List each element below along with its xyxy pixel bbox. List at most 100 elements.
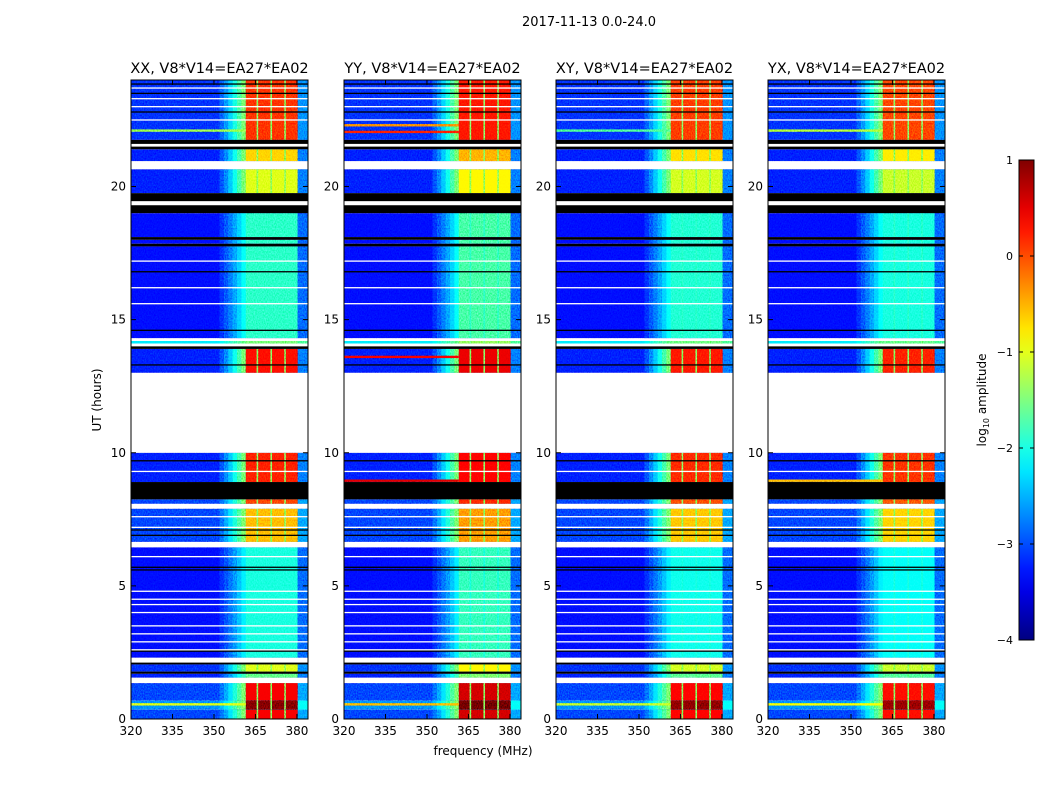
heatmap-cell — [893, 709, 896, 719]
heatmap-cell — [893, 246, 896, 339]
flagged-segment — [131, 346, 308, 349]
colorbar-tick-label: 1 — [1006, 154, 1013, 167]
heatmap-cell — [657, 213, 663, 238]
heatmap-cell — [232, 149, 238, 162]
heatmap-cell — [860, 547, 866, 658]
heatmap-cell — [510, 547, 521, 658]
heatmap-cell — [454, 673, 460, 678]
heatmap-cell — [497, 246, 499, 339]
heatmap-cell — [878, 664, 884, 672]
heatmap-cell — [662, 348, 667, 373]
heatmap-cell — [445, 508, 451, 542]
heatmap-cell — [256, 239, 259, 244]
heatmap-cell — [874, 508, 879, 542]
heatmap-cell — [497, 709, 499, 719]
heatmap-cell — [497, 673, 499, 678]
heatmap-cell — [865, 169, 871, 194]
heatmap-cell — [695, 169, 698, 194]
flagged-line — [131, 650, 308, 652]
heatmap-cell — [921, 700, 923, 710]
heatmap-cell — [441, 169, 447, 194]
heatmap-flags — [768, 83, 945, 684]
heatmap-cell — [874, 452, 879, 483]
heatmap-cell — [856, 169, 862, 194]
heatmap-data — [131, 80, 308, 719]
flagged-segment — [768, 193, 945, 202]
flagged-line — [768, 106, 945, 108]
heatmap-cell — [284, 673, 286, 678]
heatmap-cell — [934, 700, 945, 710]
flagged-line — [556, 650, 733, 652]
flagged-line — [344, 649, 521, 651]
heatmap-cell — [907, 213, 910, 238]
flagged-segment — [556, 677, 733, 684]
heatmap-cell — [237, 709, 242, 719]
heatmap-cell — [921, 80, 923, 140]
heatmap-cell — [228, 452, 234, 483]
heatmap-cell — [497, 239, 499, 244]
heatmap-cell — [653, 499, 659, 504]
flagged-line — [131, 555, 308, 558]
heatmap-cell — [648, 149, 654, 162]
heatmap-cell — [469, 547, 472, 658]
heatmap-cell — [662, 499, 667, 504]
heatmap-cell — [681, 547, 684, 658]
heatmap-cell — [856, 348, 862, 373]
heatmap-cell — [681, 169, 684, 194]
heatmap-cell — [709, 169, 711, 194]
heatmap-cell — [666, 664, 672, 672]
heatmap-cell — [237, 499, 242, 504]
heatmap-cell — [241, 664, 247, 672]
flagged-line — [131, 83, 308, 85]
flagged-line — [344, 106, 521, 108]
flagged-line — [131, 566, 308, 568]
heatmap-cell — [865, 709, 871, 719]
heatmap-cell — [241, 348, 247, 373]
flagged-segment — [344, 482, 521, 500]
heatmap-cell — [469, 499, 472, 504]
heatmap-cell — [483, 709, 486, 719]
flagged-segment — [556, 343, 733, 347]
heatmap-cell — [219, 239, 225, 244]
heatmap-cell — [722, 213, 733, 238]
heatmap-cell — [934, 547, 945, 658]
colorbar-fill — [1018, 159, 1035, 641]
heatmap-cell — [648, 508, 654, 542]
x-tick-label: 365 — [881, 724, 904, 738]
flagged-segment — [344, 205, 521, 214]
heatmap-cell — [878, 213, 884, 238]
heatmap-cell — [223, 683, 229, 701]
heatmap-cell — [497, 169, 499, 194]
heatmap-cell — [709, 213, 711, 238]
heatmap-cell — [869, 80, 875, 140]
heatmap-cell — [270, 452, 273, 483]
flagged-segment — [768, 146, 945, 150]
heatmap-cell — [657, 499, 663, 504]
heatmap-cell — [241, 213, 247, 238]
heatmap-cell — [666, 348, 672, 373]
heatmap-cell — [865, 213, 871, 238]
flagged-segment — [768, 662, 945, 665]
heatmap-cell — [907, 80, 910, 140]
heatmap-cell — [869, 547, 875, 658]
heatmap-cell — [219, 709, 225, 719]
heatmap-cell — [874, 673, 879, 678]
heatmap-cell — [657, 664, 663, 672]
heatmap-cell — [662, 547, 667, 658]
heatmap-cell — [860, 340, 866, 344]
heatmap-cell — [709, 700, 711, 710]
heatmap-cell — [648, 169, 654, 194]
heatmap-cell — [869, 508, 875, 542]
flagged-segment — [131, 161, 308, 170]
flagged-line — [131, 460, 308, 462]
heatmap-cell — [270, 213, 273, 238]
flagged-segment — [768, 161, 945, 170]
heatmap-cell — [921, 169, 923, 194]
heatmap-cell — [469, 340, 472, 344]
flagged-line — [556, 534, 733, 536]
heatmap-cell — [223, 499, 229, 504]
heatmap-cell — [644, 452, 650, 483]
heatmap-cell — [441, 673, 447, 678]
heatmap-cell — [860, 508, 866, 542]
flagged-line — [344, 87, 521, 89]
